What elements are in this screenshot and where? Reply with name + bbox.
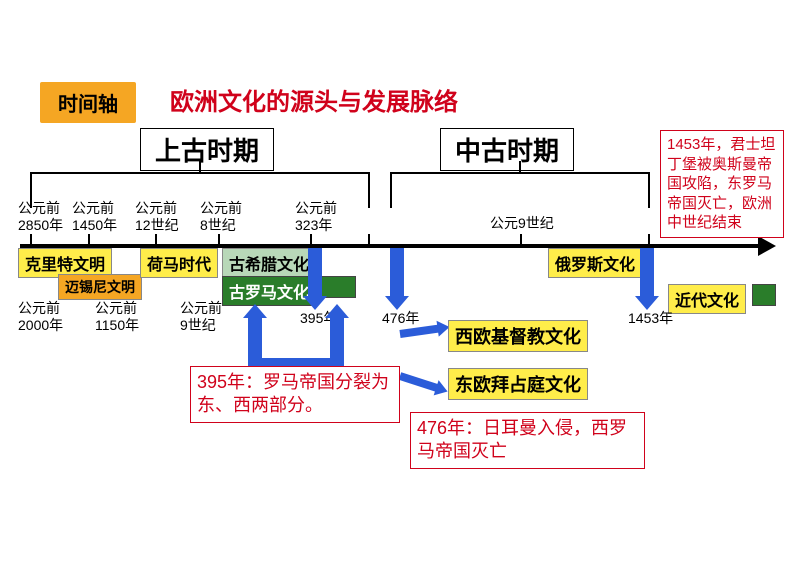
bracket-medieval-left <box>390 188 392 208</box>
note-395: 395年：罗马帝国分裂为东、西两部分。 <box>190 366 400 423</box>
tick <box>218 234 220 246</box>
bracket-medieval-nub <box>519 161 521 173</box>
arrow-to-east <box>399 372 440 392</box>
arrow-395 <box>308 248 322 298</box>
civ-west-christian: 西欧基督教文化 <box>448 320 588 352</box>
bracket-ancient <box>30 172 370 188</box>
arrow-476 <box>390 248 404 298</box>
tick <box>310 234 312 246</box>
arrow-1453 <box>640 248 654 298</box>
tick <box>520 234 522 246</box>
date-bc9c: 公元前 9世纪 <box>180 300 222 334</box>
date-bc323: 公元前 323年 <box>295 200 337 234</box>
date-1453: 1453年 <box>628 310 673 327</box>
civ-east-byzantine: 东欧拜占庭文化 <box>448 368 588 400</box>
civ-modern: 近代文化 <box>668 284 746 314</box>
civ-greek: 古希腊文化 <box>222 248 316 278</box>
tick <box>648 234 650 246</box>
tick <box>155 234 157 246</box>
civ-mycenae: 迈锡尼文明 <box>58 274 142 300</box>
bracket-ancient-nub <box>199 161 201 173</box>
modern-extent <box>752 284 776 306</box>
date-bc8c: 公元前 8世纪 <box>200 200 242 234</box>
period-ancient: 上古时期 <box>140 128 274 171</box>
note-1453: 1453年，君士坦丁堡被奥斯曼帝国攻陷，东罗马帝国灭亡，欧洲中世纪结束 <box>660 130 784 238</box>
page-title: 欧洲文化的源头与发展脉络 <box>170 82 458 117</box>
civ-russia: 俄罗斯文化 <box>548 248 642 278</box>
bracket-medieval-right <box>648 188 650 208</box>
date-bc2000: 公元前 2000年 <box>18 300 63 334</box>
civ-roman: 古罗马文化 <box>222 276 316 306</box>
axis-badge: 时间轴 <box>40 82 136 123</box>
bracket-ancient-right <box>368 188 370 208</box>
date-bc12c: 公元前 12世纪 <box>135 200 179 234</box>
date-476: 476年 <box>382 310 419 327</box>
period-medieval: 中古时期 <box>440 128 574 171</box>
arrow-up-395b <box>330 316 344 366</box>
tick <box>368 234 370 246</box>
bracket-medieval <box>390 172 650 188</box>
axis-arrowhead <box>758 236 776 256</box>
tick <box>30 234 32 246</box>
civ-homer: 荷马时代 <box>140 248 218 278</box>
date-bc1450: 公元前 1450年 <box>72 200 117 234</box>
date-ad9c: 公元9世纪 <box>490 215 554 232</box>
date-bc1150: 公元前 1150年 <box>95 300 139 334</box>
tick <box>88 234 90 246</box>
timeline-stage: 时间轴 欧洲文化的源头与发展脉络 上古时期 中古时期 公元前 2850年 公元前… <box>0 0 794 561</box>
note-476: 476年：日耳曼入侵，西罗马帝国灭亡 <box>410 412 645 469</box>
date-bc2850: 公元前 2850年 <box>18 200 63 234</box>
